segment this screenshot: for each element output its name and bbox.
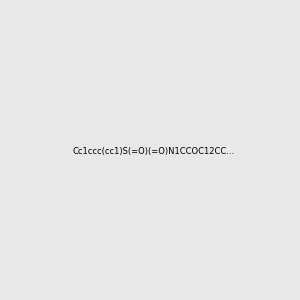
Text: Cc1ccc(cc1)S(=O)(=O)N1CCOC12CC...: Cc1ccc(cc1)S(=O)(=O)N1CCOC12CC... — [73, 147, 235, 156]
